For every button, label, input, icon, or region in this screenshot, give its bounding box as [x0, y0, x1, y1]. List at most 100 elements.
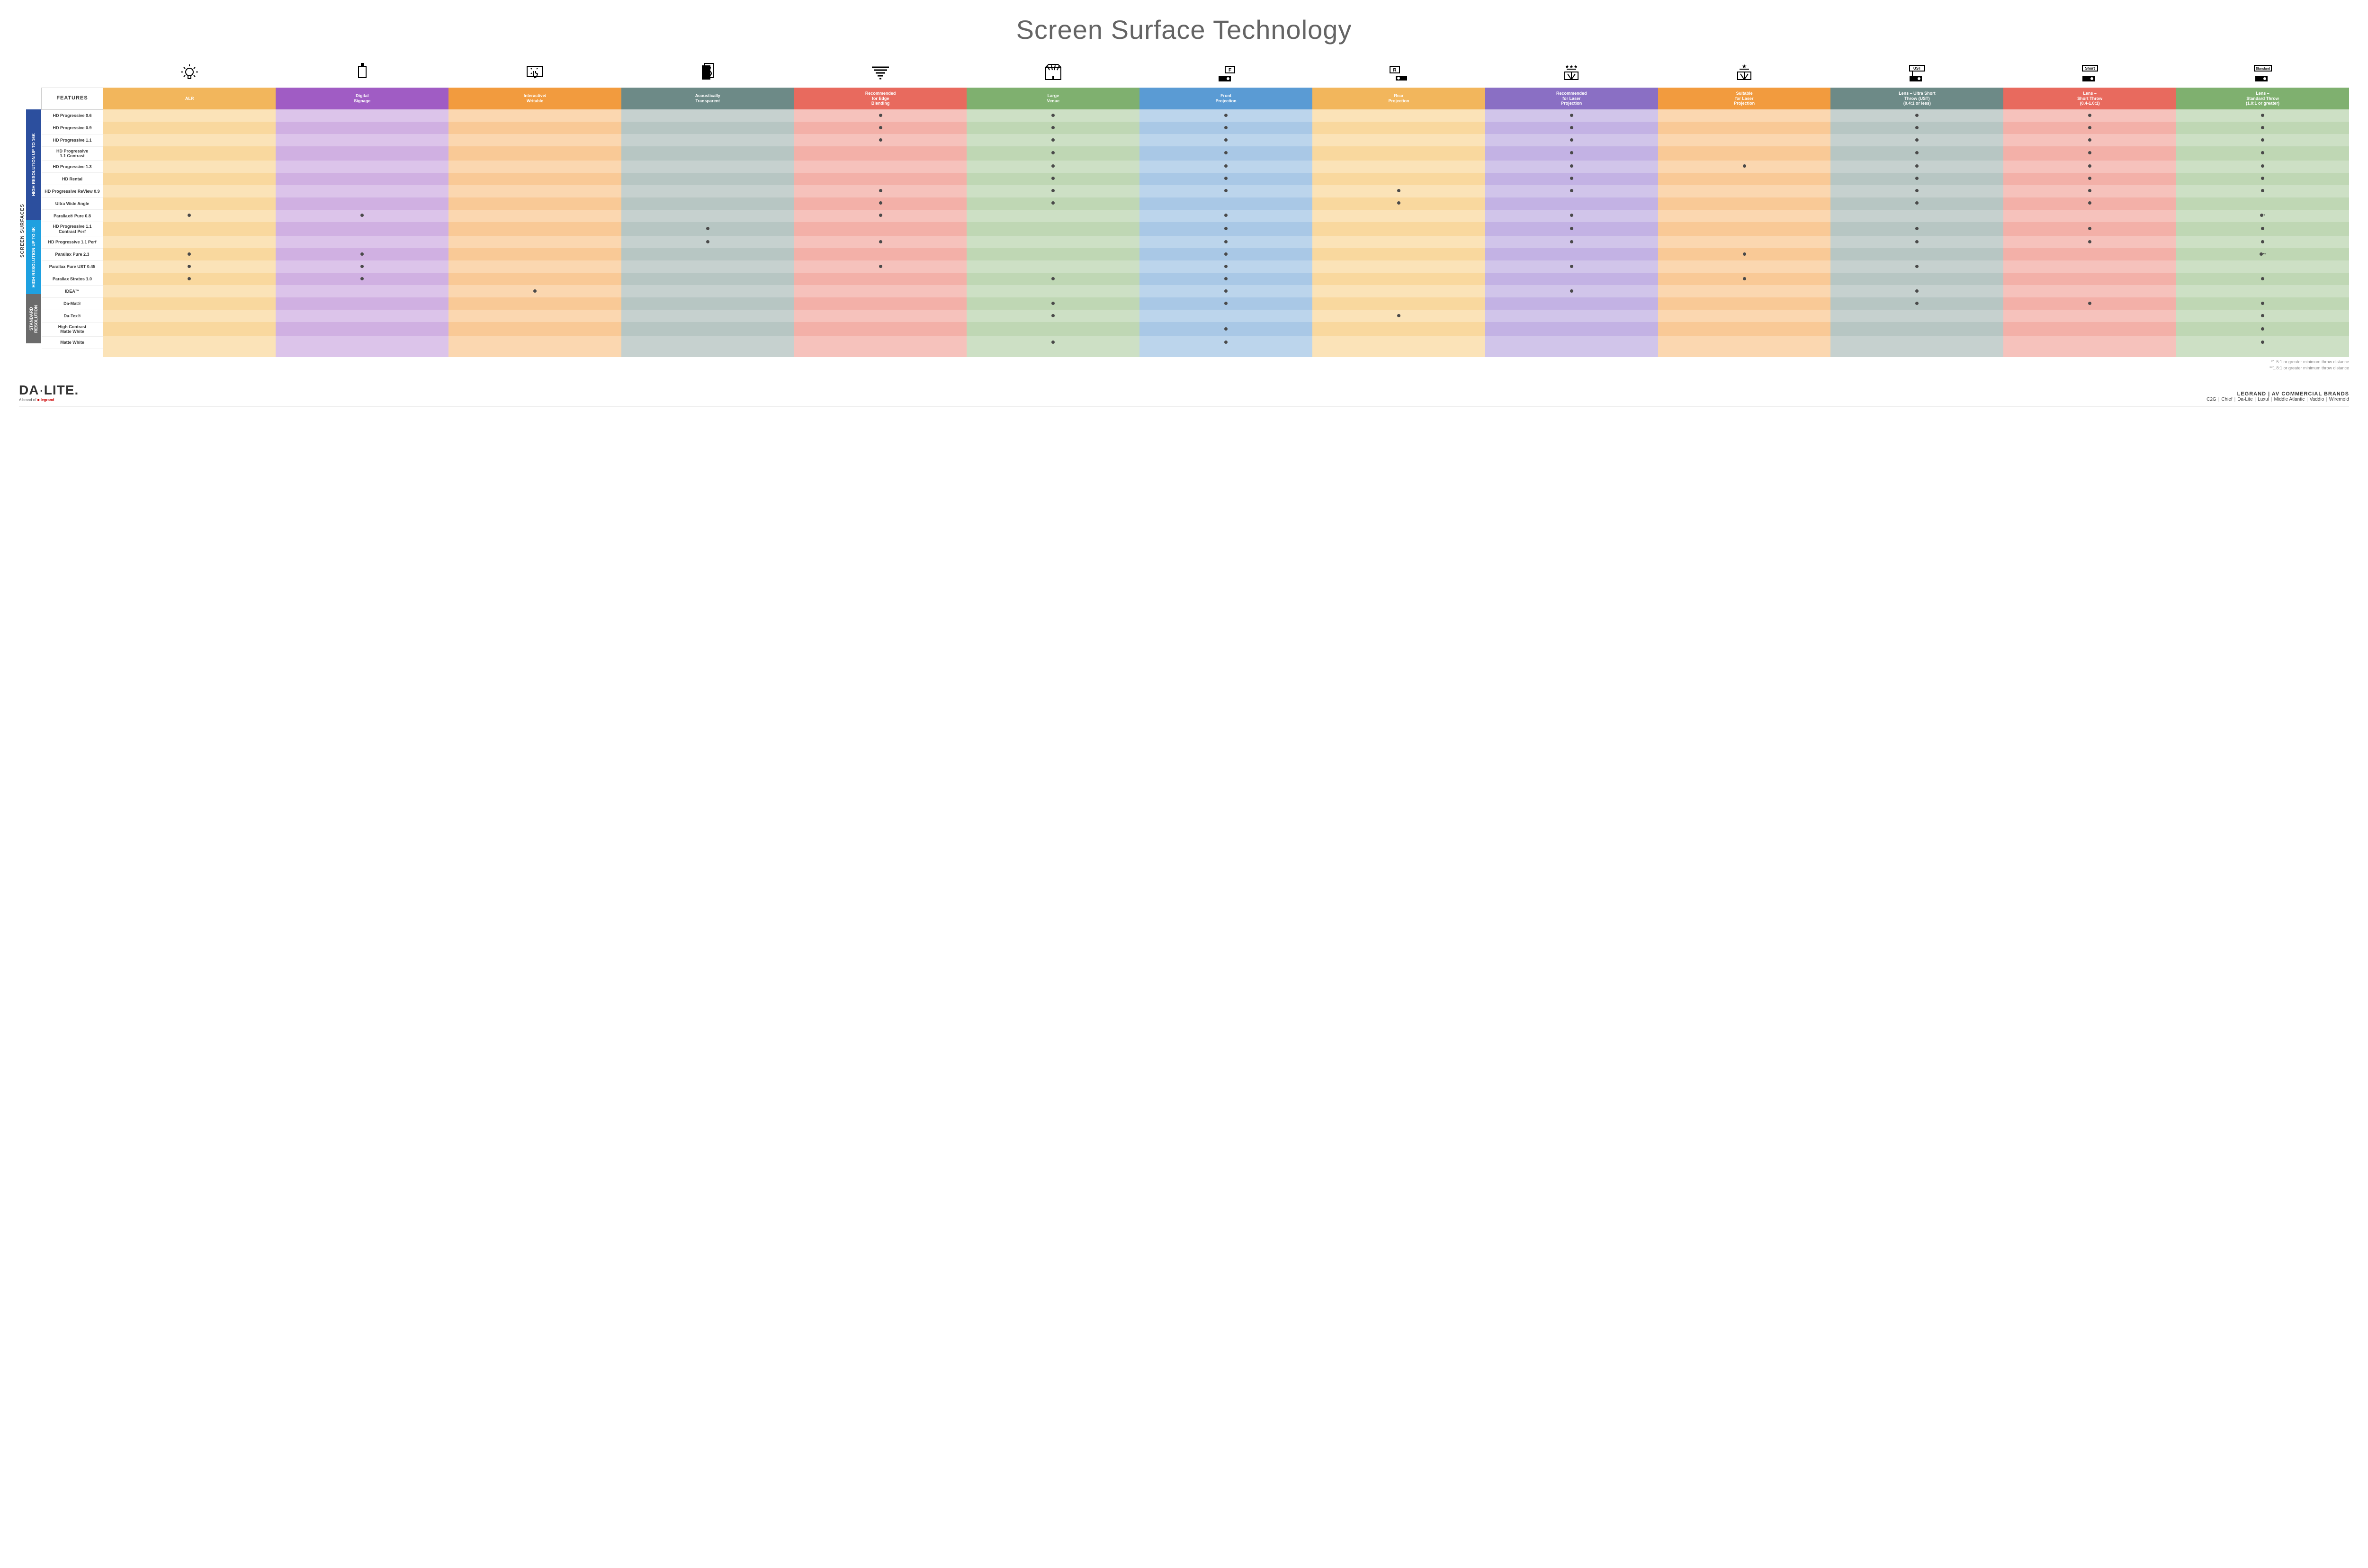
- cell-9-5: [967, 222, 1139, 236]
- cell-11-7: [1312, 248, 1485, 260]
- cell-10-0: [103, 236, 276, 248]
- col-icon-front: F: [1139, 59, 1312, 88]
- brand-item: C2G: [2207, 397, 2216, 402]
- cell-3-6: [1139, 146, 1312, 161]
- cell-13-8: [1485, 273, 1658, 285]
- cell-7-9: [1658, 197, 1831, 210]
- svg-text:F: F: [1229, 68, 1231, 73]
- cell-4-8: [1485, 161, 1658, 173]
- cell-8-12: *: [2176, 210, 2349, 222]
- cell-5-2: [448, 173, 621, 185]
- cell-5-4: [794, 173, 967, 185]
- cell-13-1: [276, 273, 448, 285]
- cell-0-2: [448, 109, 621, 122]
- row-label-4: HD Progressive 1.3: [42, 161, 103, 173]
- cell-14-11: [2003, 285, 2176, 297]
- logo-main: DA·LITE.: [19, 383, 79, 398]
- cell-9-0: [103, 222, 276, 236]
- cell-12-3: [621, 260, 794, 273]
- cell-15-4: [794, 297, 967, 310]
- brand-item: Chief: [2221, 397, 2232, 402]
- cell-10-1: [276, 236, 448, 248]
- cell-1-0: [103, 122, 276, 134]
- cell-3-3: [621, 146, 794, 161]
- cell-15-5: [967, 297, 1139, 310]
- cell-18-9: [1658, 336, 1831, 349]
- cell-7-5: [967, 197, 1139, 210]
- col-icon-blend: [794, 59, 967, 88]
- cell-11-1: [276, 248, 448, 260]
- cell-3-0: [103, 146, 276, 161]
- cell-0-6: [1139, 109, 1312, 122]
- brand-item: Luxul: [2258, 397, 2269, 402]
- cell-11-10: [1830, 248, 2003, 260]
- cell-9-4: [794, 222, 967, 236]
- cell-13-6: [1139, 273, 1312, 285]
- row-label-18: Matte White: [42, 336, 103, 349]
- cell-15-8: [1485, 297, 1658, 310]
- cell-3-12: [2176, 146, 2349, 161]
- cell-13-7: [1312, 273, 1485, 285]
- cell-17-10: [1830, 322, 2003, 336]
- cell-5-5: [967, 173, 1139, 185]
- cell-6-12: [2176, 185, 2349, 197]
- cell-8-7: [1312, 210, 1485, 222]
- cell-14-1: [276, 285, 448, 297]
- brands-list: C2G|Chief|Da-Lite|Luxul|Middle Atlantic|…: [2207, 397, 2349, 402]
- row-label-6: HD Progressive ReView 0.9: [42, 185, 103, 197]
- cell-2-1: [276, 134, 448, 146]
- cell-1-6: [1139, 122, 1312, 134]
- col-icon-bulb: [103, 59, 276, 88]
- cell-6-2: [448, 185, 621, 197]
- cell-16-11: [2003, 310, 2176, 322]
- cell-8-1: [276, 210, 448, 222]
- cell-16-7: [1312, 310, 1485, 322]
- cell-3-4: [794, 146, 967, 161]
- cell-16-3: [621, 310, 794, 322]
- cell-1-4: [794, 122, 967, 134]
- side-label-outer: SCREEN SURFACES: [19, 109, 26, 352]
- cell-0-0: [103, 109, 276, 122]
- cell-6-7: [1312, 185, 1485, 197]
- cell-10-5: [967, 236, 1139, 248]
- cell-7-12: [2176, 197, 2349, 210]
- cell-6-4: [794, 185, 967, 197]
- cell-4-11: [2003, 161, 2176, 173]
- cell-7-7: [1312, 197, 1485, 210]
- cell-16-2: [448, 310, 621, 322]
- cell-2-5: [967, 134, 1139, 146]
- cell-4-1: [276, 161, 448, 173]
- cell-10-12: [2176, 236, 2349, 248]
- cell-1-1: [276, 122, 448, 134]
- cell-5-1: [276, 173, 448, 185]
- row-label-1: HD Progressive 0.9: [42, 122, 103, 134]
- cell-17-0: [103, 322, 276, 336]
- cell-12-1: [276, 260, 448, 273]
- cell-11-12: **: [2176, 248, 2349, 260]
- cell-2-4: [794, 134, 967, 146]
- cell-5-7: [1312, 173, 1485, 185]
- cell-10-8: [1485, 236, 1658, 248]
- chart-container: SCREEN SURFACES HIGH RESOLUTION UP TO 16…: [19, 59, 2349, 357]
- brand-item: Middle Atlantic: [2274, 397, 2305, 402]
- cell-13-10: [1830, 273, 2003, 285]
- row-label-8: Parallax® Pure 0.8: [42, 210, 103, 222]
- cell-13-2: [448, 273, 621, 285]
- cell-11-3: [621, 248, 794, 260]
- cell-10-6: [1139, 236, 1312, 248]
- cell-9-2: [448, 222, 621, 236]
- cell-18-7: [1312, 336, 1485, 349]
- features-header: FEATURES: [42, 88, 103, 109]
- cell-6-0: [103, 185, 276, 197]
- cell-14-7: [1312, 285, 1485, 297]
- cell-17-3: [621, 322, 794, 336]
- cell-9-8: [1485, 222, 1658, 236]
- cell-9-7: [1312, 222, 1485, 236]
- cell-15-3: [621, 297, 794, 310]
- cell-0-3: [621, 109, 794, 122]
- cell-10-10: [1830, 236, 2003, 248]
- cell-10-2: [448, 236, 621, 248]
- cell-18-10: [1830, 336, 2003, 349]
- cell-3-10: [1830, 146, 2003, 161]
- col-icon-laser3: ★★★: [1485, 59, 1658, 88]
